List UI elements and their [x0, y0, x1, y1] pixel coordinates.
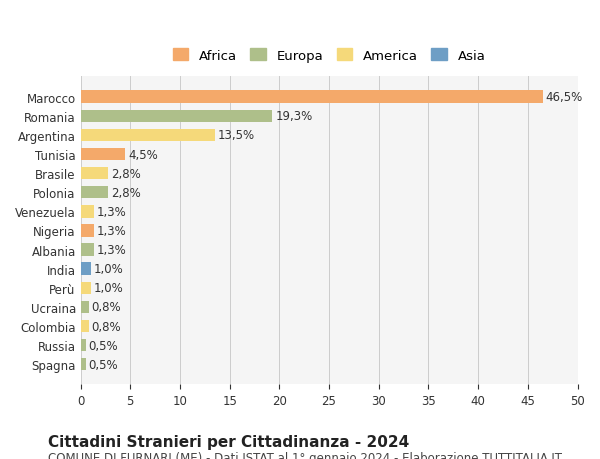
Text: Cittadini Stranieri per Cittadinanza - 2024: Cittadini Stranieri per Cittadinanza - 2…: [48, 434, 409, 449]
Bar: [80, 206, 94, 218]
Text: 19,3%: 19,3%: [275, 110, 313, 123]
Bar: [80, 225, 94, 237]
Bar: [80, 244, 94, 256]
Bar: [80, 129, 215, 142]
Bar: [80, 282, 91, 294]
Bar: [80, 168, 109, 180]
Bar: [80, 148, 125, 161]
Text: 2,8%: 2,8%: [112, 167, 141, 180]
Text: 0,8%: 0,8%: [92, 320, 121, 333]
Bar: [80, 358, 86, 371]
Text: 46,5%: 46,5%: [546, 91, 583, 104]
Text: 0,5%: 0,5%: [89, 339, 118, 352]
Bar: [80, 263, 91, 275]
Text: 4,5%: 4,5%: [128, 148, 158, 161]
Text: 1,0%: 1,0%: [94, 263, 123, 275]
Text: 2,8%: 2,8%: [112, 186, 141, 199]
Text: 1,3%: 1,3%: [97, 224, 126, 237]
Text: 1,3%: 1,3%: [97, 244, 126, 257]
Text: COMUNE DI FURNARI (ME) - Dati ISTAT al 1° gennaio 2024 - Elaborazione TUTTITALIA: COMUNE DI FURNARI (ME) - Dati ISTAT al 1…: [48, 451, 562, 459]
Text: 0,5%: 0,5%: [89, 358, 118, 371]
Text: 0,8%: 0,8%: [92, 301, 121, 314]
Bar: [80, 320, 89, 332]
Bar: [80, 187, 109, 199]
Legend: Africa, Europa, America, Asia: Africa, Europa, America, Asia: [167, 44, 491, 68]
Bar: [80, 110, 272, 123]
Text: 1,0%: 1,0%: [94, 282, 123, 295]
Bar: [80, 91, 543, 104]
Text: 1,3%: 1,3%: [97, 205, 126, 218]
Bar: [80, 339, 86, 352]
Bar: [80, 301, 89, 313]
Text: 13,5%: 13,5%: [218, 129, 255, 142]
